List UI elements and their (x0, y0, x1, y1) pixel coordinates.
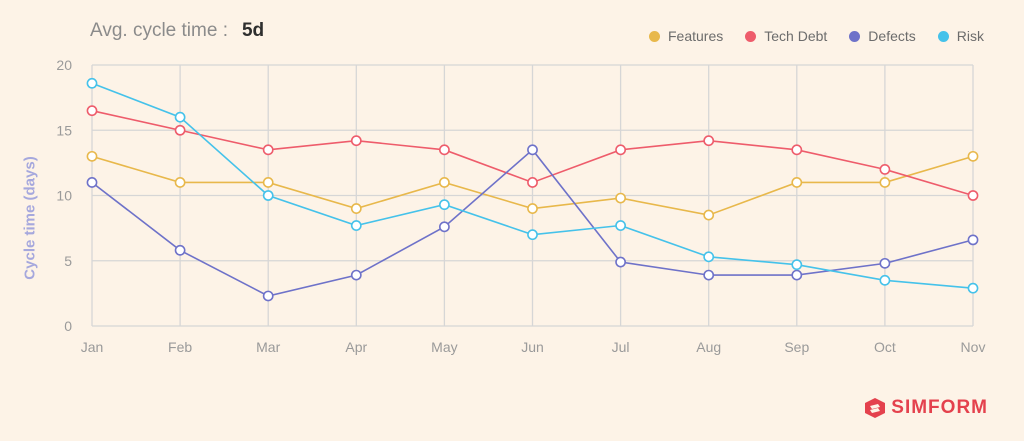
legend-item-tech-debt: Tech Debt (745, 28, 827, 44)
x-tick-label: Nov (961, 339, 986, 355)
legend-swatch (937, 30, 949, 42)
data-point-features (174, 177, 186, 188)
data-point-defects (438, 221, 450, 233)
legend-label: Risk (956, 28, 984, 44)
data-point-defects (350, 269, 362, 281)
data-point-risk (438, 199, 450, 211)
data-point-tech-debt (438, 144, 450, 156)
legend-item-features: Features (649, 28, 723, 44)
simform-logo: SIMFORM (864, 397, 988, 419)
data-point-features (879, 177, 891, 188)
data-point-defects (86, 177, 98, 188)
data-point-features (791, 177, 803, 188)
x-tick-label: Jan (81, 339, 104, 355)
data-point-risk (86, 77, 98, 89)
legend-label: Tech Debt (764, 28, 828, 44)
data-point-defects (615, 256, 626, 268)
data-point-risk (174, 111, 186, 123)
data-point-risk (703, 251, 715, 263)
x-tick-label: Mar (256, 339, 280, 355)
data-point-tech-debt (262, 144, 274, 156)
data-point-tech-debt (967, 190, 979, 201)
data-point-defects (527, 144, 538, 156)
data-point-tech-debt (350, 135, 362, 147)
data-point-tech-debt (527, 177, 538, 188)
legend-item-defects: Defects (849, 28, 916, 44)
data-point-tech-debt (703, 135, 715, 147)
avg-cycle-time-label: Avg. cycle time : (90, 20, 228, 41)
legend-label: Defects (868, 28, 916, 44)
avg-cycle-time-value: 5d (241, 20, 265, 41)
data-point-tech-debt (791, 144, 803, 156)
y-tick-label: 5 (64, 253, 72, 269)
data-point-features (615, 192, 626, 204)
legend-swatch (745, 30, 757, 42)
legend-item-risk: Risk (937, 28, 984, 44)
legend-swatch (849, 30, 861, 42)
data-point-risk (350, 220, 362, 231)
avg-cycle-time-summary: Avg. cycle time : 5d (90, 20, 264, 42)
brand-name: SIMFORM (891, 397, 988, 418)
x-tick-label: Jun (521, 339, 544, 355)
x-tick-label: Feb (168, 339, 192, 355)
data-point-features (262, 177, 274, 188)
legend-swatch (649, 30, 660, 42)
data-point-risk (615, 220, 626, 231)
data-point-features (438, 177, 450, 188)
data-point-tech-debt (174, 124, 186, 136)
chart-legend: Features Tech Debt Defects Risk (649, 28, 984, 44)
data-point-features (350, 203, 362, 214)
x-tick-label: Oct (874, 339, 896, 355)
data-point-defects (879, 257, 891, 269)
simform-logo-icon (865, 398, 886, 418)
x-tick-label: Jul (612, 339, 630, 355)
data-point-defects (174, 244, 186, 256)
y-tick-label: 10 (56, 188, 72, 204)
data-point-risk (527, 229, 538, 241)
x-tick-label: May (431, 339, 457, 355)
data-point-tech-debt (879, 163, 891, 175)
y-tick-label: 15 (56, 122, 72, 138)
y-tick-label: 0 (64, 318, 72, 334)
data-point-tech-debt (615, 144, 626, 156)
legend-label: Features (668, 28, 724, 44)
x-tick-label: Sep (784, 339, 809, 355)
data-point-risk (791, 259, 803, 271)
data-point-features (527, 203, 538, 214)
data-point-defects (703, 269, 715, 281)
data-point-features (86, 150, 98, 162)
data-point-risk (262, 190, 274, 201)
data-point-risk (967, 282, 979, 294)
x-tick-label: Apr (345, 339, 367, 355)
data-point-risk (879, 274, 891, 286)
data-point-defects (791, 269, 803, 281)
data-point-defects (262, 290, 274, 302)
data-point-features (967, 150, 979, 162)
data-point-tech-debt (86, 105, 98, 117)
data-point-features (703, 209, 715, 221)
y-tick-label: 20 (56, 57, 72, 73)
data-point-defects (967, 234, 979, 246)
x-tick-label: Aug (696, 339, 721, 355)
